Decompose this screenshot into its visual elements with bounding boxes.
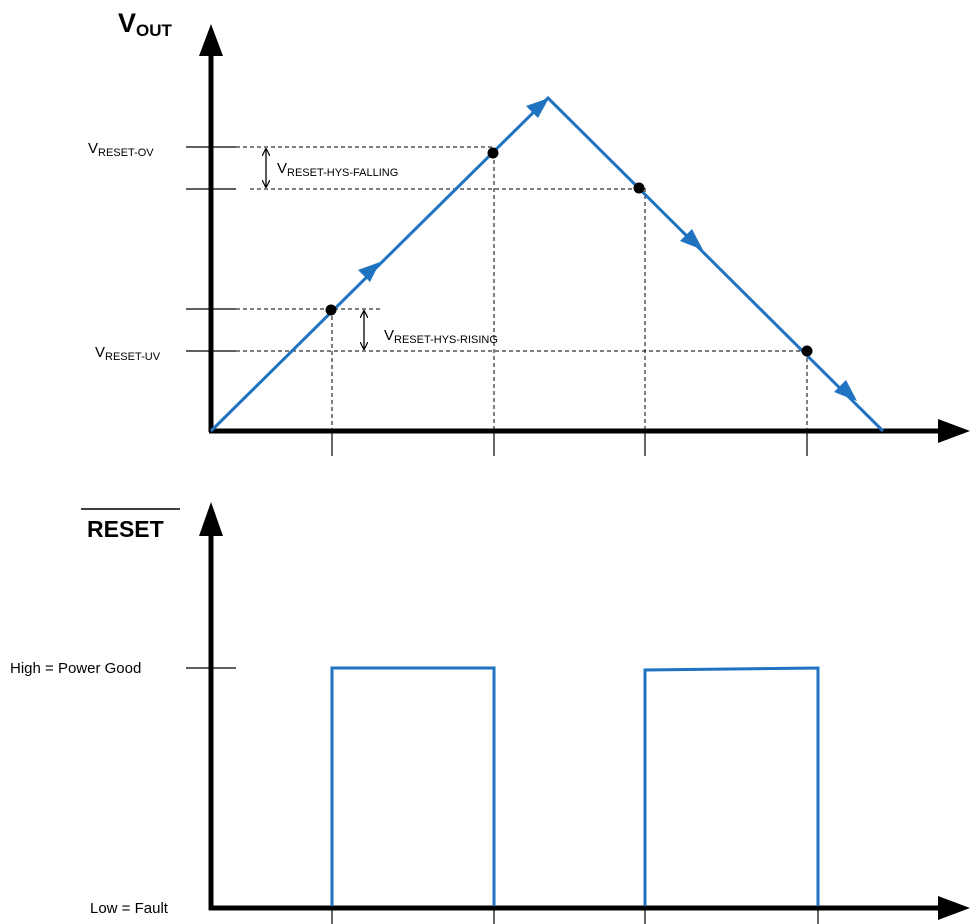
crossing-point-ov-rising	[487, 147, 499, 159]
vout-y-axis-arrow	[199, 24, 223, 56]
reset-pulse-2	[643, 666, 820, 906]
reset-plot: RESET High = Power Good Low = Fault	[10, 502, 970, 924]
vout-x-axis-arrow	[938, 419, 970, 443]
crossing-point-ov-falling	[633, 182, 645, 194]
trace-direction-arrow-4	[834, 380, 857, 401]
crossing-point-uv-falling	[801, 345, 813, 357]
trace-direction-arrow-2	[526, 98, 549, 118]
label-high: High = Power Good	[10, 660, 141, 677]
reset-pulse-1	[330, 666, 496, 906]
label-hys-falling: VRESET-HYS-FALLING	[277, 160, 398, 179]
reset-axis-title: RESET	[87, 516, 164, 542]
crossing-point-uv-rising	[325, 304, 337, 316]
trace-direction-arrow-1	[358, 262, 380, 282]
label-reset-ov: VRESET-OV	[88, 140, 154, 159]
label-hys-rising: VRESET-HYS-RISING	[384, 327, 498, 346]
reset-y-axis-arrow	[199, 502, 223, 536]
vout-plot: VOUT VR	[88, 8, 970, 456]
vout-axis-title: VOUT	[118, 8, 173, 40]
trace-direction-arrow-3	[680, 229, 703, 250]
label-reset-uv: VRESET-UV	[95, 344, 161, 363]
label-low: Low = Fault	[90, 900, 169, 917]
vout-trace	[209, 95, 885, 433]
reset-x-axis-arrow	[938, 896, 970, 920]
